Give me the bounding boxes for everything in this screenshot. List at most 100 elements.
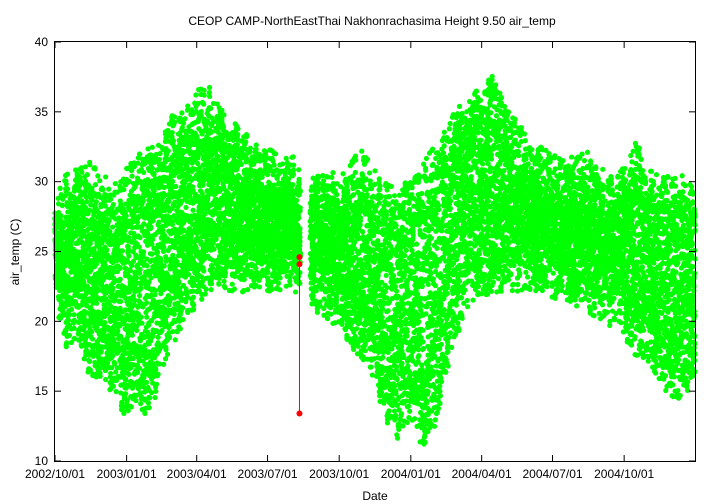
data-point [129, 332, 135, 338]
data-point [137, 234, 143, 241]
data-point [97, 373, 103, 379]
data-point [137, 270, 143, 276]
data-point [234, 141, 240, 148]
data-point [161, 184, 167, 190]
data-point [290, 171, 297, 178]
data-point [209, 265, 216, 271]
data-point [161, 244, 167, 250]
data-point [198, 274, 205, 280]
data-point [166, 334, 173, 341]
data-point [149, 165, 156, 172]
data-point [136, 244, 142, 250]
data-point [146, 405, 152, 411]
data-point [170, 252, 176, 258]
data-point [153, 388, 159, 394]
data-point [190, 294, 196, 300]
data-point [173, 183, 179, 189]
data-point [176, 279, 182, 286]
data-point [158, 257, 164, 264]
data-point [221, 278, 227, 284]
data-point [123, 376, 129, 382]
data-point [152, 394, 158, 401]
data-point [201, 87, 207, 93]
data-point [170, 178, 176, 185]
data-point [287, 282, 293, 288]
data-point [110, 353, 116, 359]
data-point [108, 370, 114, 377]
data-point [98, 349, 104, 355]
data-point [275, 280, 282, 286]
data-point [148, 224, 154, 230]
data-point [280, 161, 286, 167]
data-point [144, 300, 150, 306]
data-point [64, 171, 71, 177]
data-point [206, 84, 213, 91]
data-point [180, 316, 186, 323]
data-point [283, 155, 289, 161]
data-point [130, 355, 136, 362]
data-point [137, 151, 143, 157]
data-point [238, 161, 244, 168]
data-point [144, 263, 150, 269]
data-point [138, 401, 144, 407]
data-point [121, 186, 127, 193]
data-point [86, 207, 92, 213]
data-point [156, 156, 162, 163]
data-point [133, 275, 140, 281]
data-point [117, 265, 123, 271]
data-point [219, 107, 225, 113]
data-point [68, 306, 75, 313]
data-point [220, 124, 227, 130]
data-point [137, 338, 143, 344]
data-point [222, 270, 229, 276]
data-point [138, 314, 144, 320]
data-point [202, 291, 208, 297]
data-point [235, 126, 241, 132]
data-point [235, 131, 241, 138]
data-point [108, 196, 114, 202]
data-point [103, 174, 109, 180]
data-point [182, 116, 188, 122]
data-point [102, 199, 108, 205]
data-point [130, 193, 137, 199]
data-point [82, 164, 88, 170]
data-point [71, 325, 77, 331]
data-point [183, 204, 189, 211]
data-point [66, 312, 72, 318]
data-point [290, 181, 296, 188]
data-point [164, 351, 171, 357]
data-point [118, 298, 124, 305]
data-point [88, 329, 95, 335]
data-point [180, 120, 187, 126]
data-point [110, 285, 116, 291]
data-point [208, 129, 214, 135]
data-point [126, 371, 132, 377]
data-point [161, 361, 167, 367]
data-point [66, 332, 73, 338]
data-point [58, 213, 64, 219]
data-point [277, 275, 283, 281]
data-point [179, 110, 185, 116]
data-point [185, 103, 191, 109]
data-point [142, 410, 148, 416]
data-point [162, 356, 169, 362]
data-point [110, 224, 116, 230]
data-point [137, 293, 143, 299]
data-point [68, 242, 74, 248]
data-point [294, 197, 300, 204]
data-point [273, 151, 279, 157]
data-point [165, 148, 171, 154]
data-point [190, 207, 196, 213]
data-point [193, 92, 199, 98]
data-point [71, 317, 77, 323]
data-point [161, 263, 167, 269]
data-point [177, 326, 183, 332]
data-point [95, 173, 101, 179]
data-point [151, 187, 157, 193]
data-point [169, 221, 175, 228]
data-point [145, 400, 152, 406]
data-point [229, 281, 235, 287]
data-point [75, 304, 82, 310]
data-point [247, 145, 254, 151]
data-point [103, 376, 109, 383]
